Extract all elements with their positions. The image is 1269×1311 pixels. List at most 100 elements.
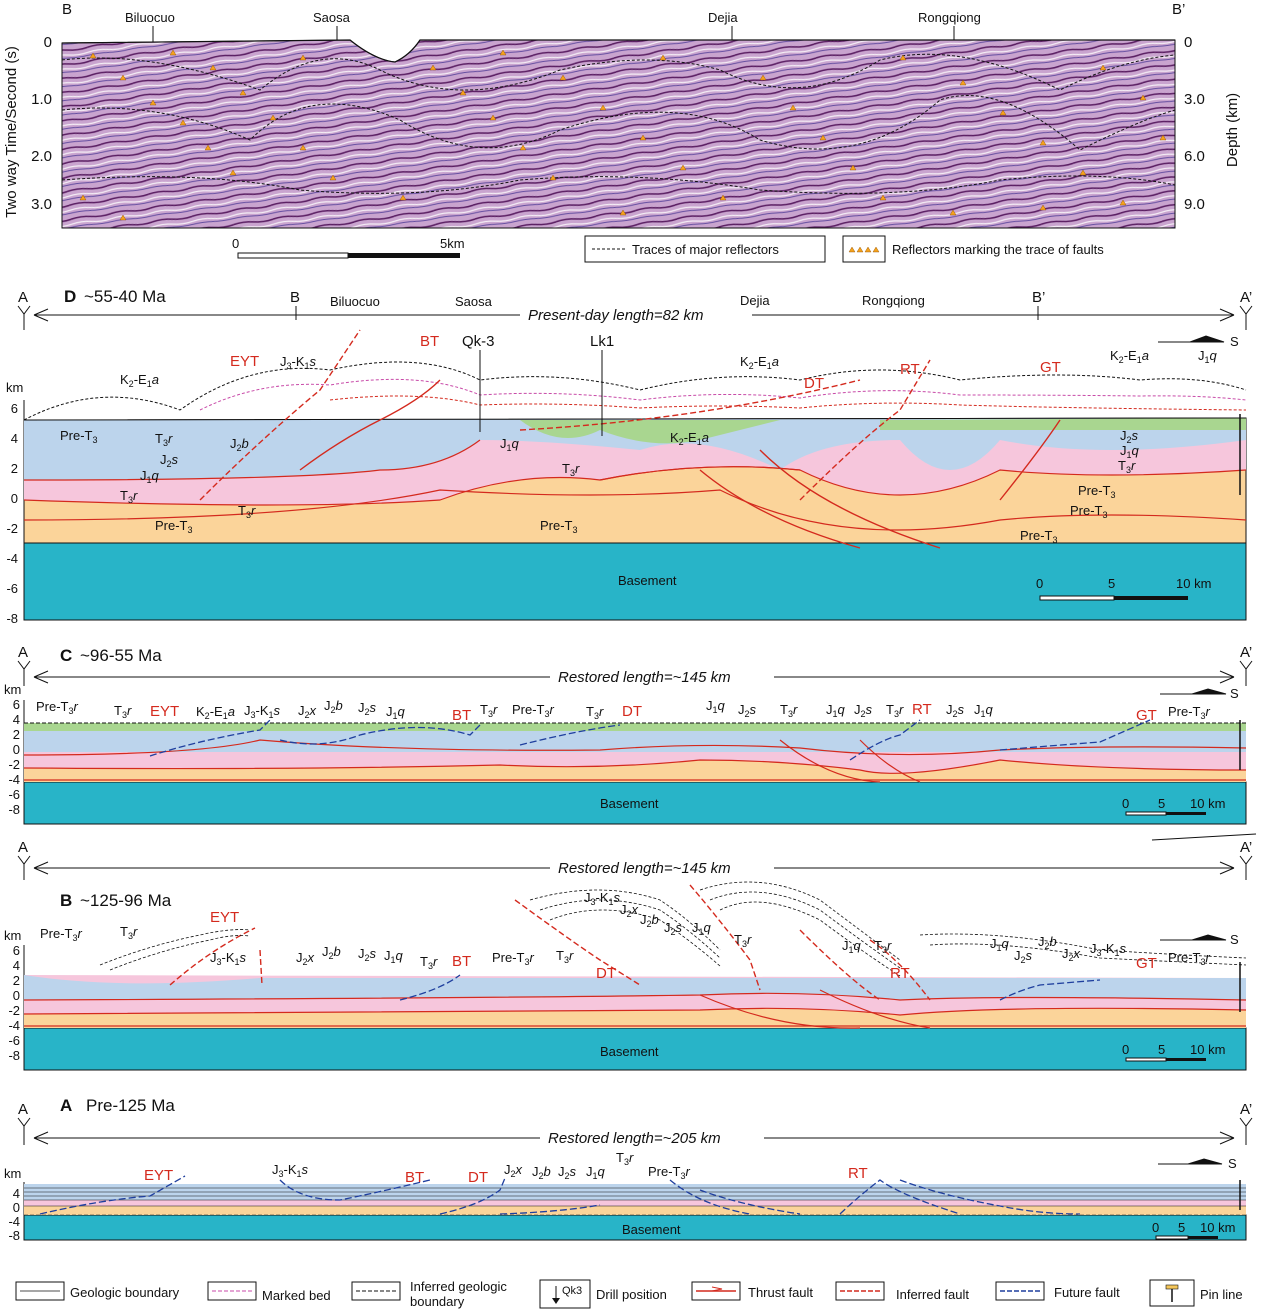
panel-b-length: Restored length=~145 km <box>558 860 731 877</box>
panel-a-left-end: A <box>18 1101 28 1118</box>
svg-text:GT: GT <box>1040 359 1061 376</box>
svg-text:5: 5 <box>1158 1042 1165 1057</box>
formation-label: J2b <box>324 698 343 715</box>
formation-label: Pre-T3 <box>540 518 578 535</box>
formation-label: K2-E1a <box>120 372 159 389</box>
panel-b-right-end: A’ <box>1240 839 1252 856</box>
panel-c-ticks: 6 4 2 0 -2 -4 -6 -8 <box>8 697 20 817</box>
formation-label: K2-E1a <box>196 704 235 721</box>
formation-label: T3r <box>556 948 574 965</box>
seis-scale-start: 0 <box>232 236 239 251</box>
panel-d-scale-bar: 0 5 10 km <box>1036 576 1211 601</box>
formation-label: T3r <box>586 704 604 721</box>
panel-c: A A’ C ~96-55 Ma Restored length=~145 km… <box>4 644 1257 841</box>
formation-label: J2s <box>1014 948 1033 965</box>
formation-label: J3-K1s <box>210 950 247 967</box>
formation-label: J3-K1s <box>584 890 621 907</box>
svg-text:RT: RT <box>890 965 910 982</box>
major-reflector-traces <box>61 53 1176 194</box>
panel-c-unit: km <box>4 682 21 697</box>
formation-label: J2x <box>298 703 317 720</box>
formation-label: T3r <box>114 703 132 720</box>
svg-text:DT: DT <box>804 375 824 392</box>
panel-d-basement-label: Basement <box>618 573 677 588</box>
svg-text:6: 6 <box>13 943 20 958</box>
seis-scale-bar: 0 5km <box>232 236 465 259</box>
svg-text:-8: -8 <box>8 802 20 817</box>
formation-label: J1q <box>974 702 994 719</box>
legend-marked-bed: Marked bed <box>262 1288 331 1303</box>
panel-b-eroded-strata <box>99 881 1247 977</box>
panel-a-s-label: S <box>1228 1156 1237 1171</box>
legend-drill-code: Qk3 <box>562 1285 582 1297</box>
svg-text:0: 0 <box>13 1200 20 1215</box>
panel-c-scale-bar: 0 5 10 km <box>1122 796 1225 816</box>
formation-label: J1q <box>140 468 160 485</box>
formation-label: T3r <box>238 503 256 520</box>
panel-a-unit: km <box>4 1166 21 1181</box>
formation-label: J3-K1s <box>1090 941 1127 958</box>
svg-text:-2: -2 <box>8 1003 20 1018</box>
panel-d-s-label: S <box>1230 334 1239 349</box>
svg-text:EYT: EYT <box>230 353 259 370</box>
seismic-panel: B B’ Biluocuo Saosa Dejia Rongqiong <box>3 1 1241 263</box>
svg-text:10 km: 10 km <box>1190 796 1225 811</box>
panel-d-basement <box>23 542 1247 621</box>
formation-label: T3r <box>616 1150 634 1167</box>
panel-d-b-marker: B <box>290 289 300 306</box>
svg-text:DT: DT <box>468 1169 488 1186</box>
formation-label: J2s <box>1120 428 1139 445</box>
seis-town-saosa: Saosa <box>313 10 351 25</box>
svg-text:-8: -8 <box>8 1228 20 1243</box>
svg-text:EYT: EYT <box>210 909 239 926</box>
legend-drill-position: Drill position <box>596 1287 667 1302</box>
svg-text:2: 2 <box>13 973 20 988</box>
svg-text:BT: BT <box>452 707 471 724</box>
panel-a-length: Restored length=~205 km <box>548 1130 721 1147</box>
panel-d-letter: D <box>64 287 76 306</box>
panel-c-length: Restored length=~145 km <box>558 669 731 686</box>
seis-scale-end: 5km <box>440 236 465 251</box>
svg-text:RT: RT <box>848 1165 868 1182</box>
panel-d-town: Biluocuo <box>330 294 380 309</box>
formation-label: Pre-T3 <box>155 518 193 535</box>
seis-legend: Traces of major reflectors Reflectors ma… <box>584 235 1104 263</box>
formation-label: J1q <box>1120 443 1140 460</box>
panel-a-age: Pre-125 Ma <box>86 1096 175 1115</box>
formation-label: J2x <box>1062 946 1081 963</box>
seis-town-biluocuo: Biluocuo <box>125 10 175 25</box>
formation-label: T3r <box>562 461 580 478</box>
panel-b-ticks: 6 4 2 0 -2 -4 -6 -8 <box>8 943 20 1063</box>
panel-b-fault-labels: EYT BT DT RT GT <box>210 909 1157 982</box>
formation-label: T3r <box>120 488 138 505</box>
formation-label: J2x <box>620 902 639 919</box>
formation-label: Pre-T3 <box>1078 483 1116 500</box>
panel-d-age: ~55-40 Ma <box>84 287 166 306</box>
formation-label: Pre-T3 <box>1070 503 1108 520</box>
panel-b-unit: km <box>4 928 21 943</box>
svg-text:GT: GT <box>1136 955 1157 972</box>
formation-label: J2s <box>358 946 377 963</box>
svg-text:4: 4 <box>11 431 18 446</box>
svg-text:-6: -6 <box>8 1033 20 1048</box>
formation-label: Pre-T3r <box>40 926 83 943</box>
formation-label: J3-K1s <box>280 354 317 371</box>
svg-text:-6: -6 <box>6 581 18 596</box>
panel-b-letter: B <box>60 891 72 910</box>
panel-b-s-label: S <box>1230 932 1239 947</box>
formation-label: J2b <box>230 436 249 453</box>
seis-legend-major: Traces of major reflectors <box>632 242 779 257</box>
formation-label: J2b <box>1038 934 1057 951</box>
svg-text:10 km: 10 km <box>1190 1042 1225 1057</box>
formation-label: J2s <box>358 700 377 717</box>
seis-right-axis-title: Depth (km) <box>1224 93 1241 167</box>
fault-reflector-markers <box>79 49 1167 221</box>
formation-label: Pre-T3r <box>512 702 555 719</box>
seis-left-tick: 2.0 <box>31 148 52 165</box>
formation-label: Pre-T3r <box>648 1164 691 1181</box>
svg-text:RT: RT <box>900 361 920 378</box>
panel-b-scale-bar: 0 5 10 km <box>1122 1042 1225 1062</box>
svg-text:-4: -4 <box>8 1018 20 1033</box>
seis-right-tick: 0 <box>1184 34 1192 51</box>
